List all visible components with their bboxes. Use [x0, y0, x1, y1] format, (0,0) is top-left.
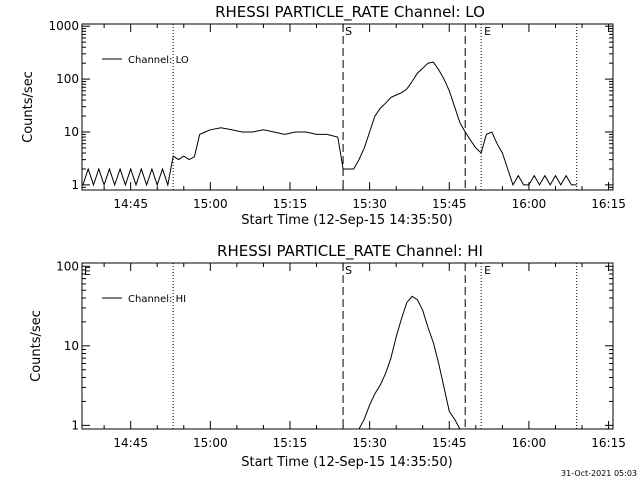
corner-marker-e: E — [84, 265, 91, 278]
x-tick-label: 16:15 — [591, 197, 626, 211]
y-tick-label: 1 — [71, 178, 79, 192]
x-tick-label: 15:45 — [432, 436, 467, 450]
y-tick-label: 1000 — [48, 19, 79, 33]
legend-label-hi: Channel: HI — [128, 294, 186, 305]
series-line-lo — [82, 61, 577, 187]
y-axis-label-hi: Counts/sec — [29, 310, 44, 382]
x-axis-label-hi: Start Time (12-Sep-15 14:35:50) — [241, 455, 452, 470]
x-axis-ticks-hi: 14:45 15:00 15:15 15:30 15:45 16:00 16:15 — [103, 263, 626, 450]
marker-label-e: E — [484, 264, 491, 277]
x-tick-label: 15:00 — [193, 197, 228, 211]
marker-label-s: S — [345, 264, 352, 277]
y-tick-label: 10 — [64, 339, 79, 353]
x-axis-ticks-lo: 14:45 15:00 15:15 15:30 15:45 16:00 16:15 — [103, 24, 626, 211]
x-tick-label: 15:15 — [273, 197, 308, 211]
chart-title-lo: RHESSI PARTICLE_RATE Channel: LO — [215, 3, 485, 22]
x-tick-label: 16:15 — [591, 436, 626, 450]
timestamp: 31-Oct-2021 05:03 — [561, 469, 637, 478]
y-tick-label: 1 — [71, 418, 79, 432]
x-tick-label: 14:45 — [113, 436, 148, 450]
legend-label-lo: Channel: LO — [128, 55, 189, 66]
y-axis-ticks-hi: 1 10 100 — [56, 259, 613, 432]
x-tick-label: 16:00 — [512, 436, 547, 450]
x-tick-label: 14:45 — [113, 197, 148, 211]
y-axis-ticks-lo: 1 10 100 1000 — [48, 19, 613, 192]
x-tick-label: 15:30 — [352, 436, 387, 450]
marker-label-e: E — [484, 25, 491, 38]
y-tick-label: 100 — [56, 72, 79, 86]
x-axis-label-lo: Start Time (12-Sep-15 14:35:50) — [241, 213, 452, 228]
chart-title-hi: RHESSI PARTICLE_RATE Channel: HI — [217, 242, 483, 261]
x-tick-label: 16:00 — [512, 197, 547, 211]
plot-frame-hi — [81, 262, 614, 430]
y-tick-label: 100 — [56, 259, 79, 273]
series-line-hi — [358, 295, 461, 430]
x-tick-label: 15:30 — [352, 197, 387, 211]
y-tick-label: 10 — [64, 125, 79, 139]
y-axis-label-lo: Counts/sec — [21, 71, 36, 143]
x-tick-label: 15:15 — [273, 436, 308, 450]
x-tick-label: 15:00 — [193, 436, 228, 450]
x-tick-label: 15:45 — [432, 197, 467, 211]
plot-frame-lo — [81, 23, 614, 191]
marker-label-s: S — [345, 25, 352, 38]
